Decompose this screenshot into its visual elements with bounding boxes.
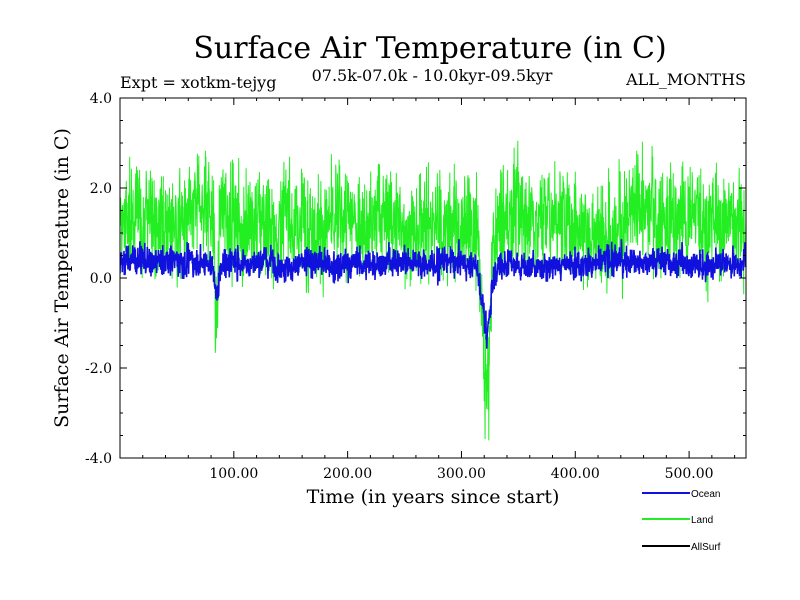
legend-entry-land: Land [642,515,713,526]
legend-label-land: Land [691,515,713,526]
axis-ticks: 100.00 200.00 300.00 400.00 500.00 -4.0 -2.0 0.… [85,91,746,482]
chart-title: Surface Air Temperature (in C) [193,31,666,66]
x-tick-label: 500.00 [665,466,714,482]
legend-label-allsurf: AllSurf [691,542,721,553]
subtitle-months: ALL_MONTHS [625,70,746,89]
legend-label-ocean: Ocean [691,489,720,500]
legend-entry-ocean: Ocean [642,489,720,500]
y-tick-label: -2.0 [85,361,112,377]
y-tick-label: 0.0 [90,271,112,287]
x-tick-label: 400.00 [551,466,600,482]
subtitle-experiment: Expt = xotkm-tejyg [120,73,276,92]
series-layer [120,140,746,441]
legend: Ocean Land AllSurf [642,489,721,553]
subtitle-period: 07.5k-07.0k - 10.0kyr-09.5kyr [312,66,553,85]
y-tick-label: 2.0 [90,181,112,197]
x-tick-label: 200.00 [323,466,372,482]
x-tick-label: 100.00 [209,466,258,482]
x-axis-label: Time (in years since start) [307,486,560,508]
y-tick-label: -4.0 [85,451,112,467]
y-axis-label: Surface Air Temperature (in C) [51,128,73,428]
legend-entry-allsurf: AllSurf [642,542,721,553]
series-line-ocean [120,239,746,349]
x-tick-label: 300.00 [437,466,486,482]
series-line-land [120,140,746,441]
y-tick-label: 4.0 [90,91,112,107]
